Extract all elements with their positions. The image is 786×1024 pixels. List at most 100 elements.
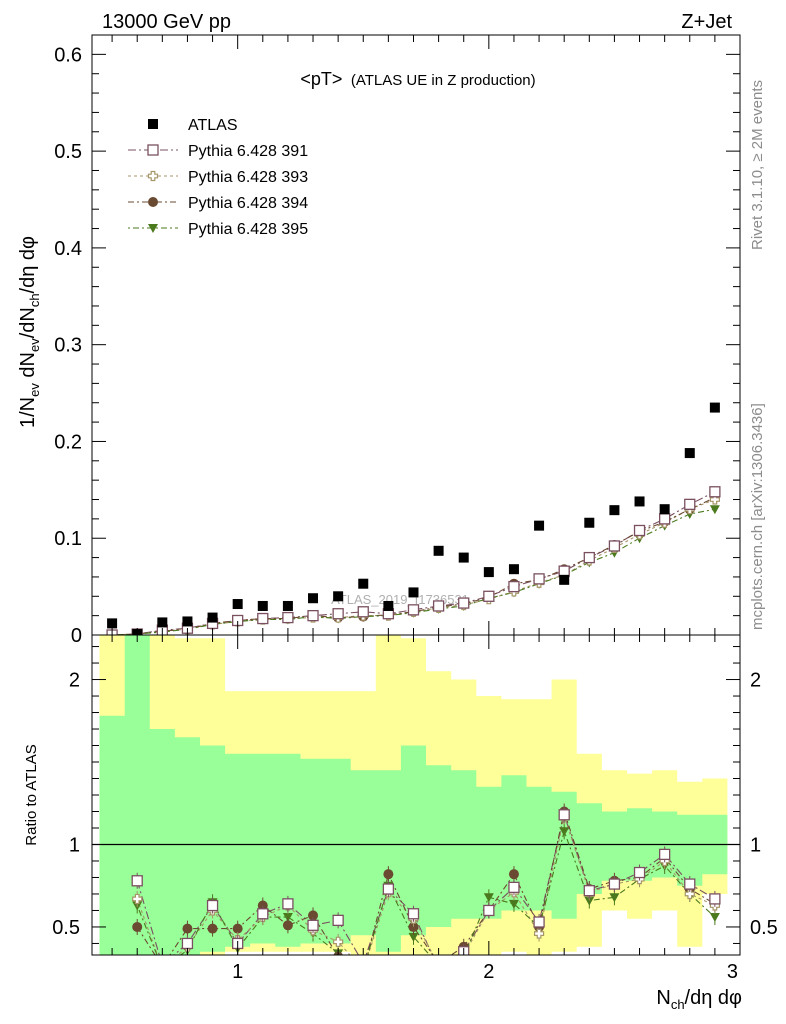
rivet-version-label: Rivet 3.1.10, ≥ 2M events [749,80,766,250]
legend-label: Pythia 6.428 391 [188,143,308,160]
ratio-point [508,869,519,880]
data-point [257,600,268,611]
data-point [483,567,494,578]
ratio-point [358,958,368,968]
ratio-point [434,960,443,969]
x-tick-label: 1 [232,961,243,983]
mc-point [583,551,595,564]
data-point [534,520,545,531]
legend-marker [147,144,159,156]
main-title-secondary: (ATLAS UE in Z production) [351,72,536,89]
ratio-point [131,875,143,887]
data-point [634,496,645,507]
mc-point [533,573,545,585]
mcplots-label: mcplots.cern.ch [arXiv:1306.3436] [749,403,766,630]
ratio-y-tick-label: 0.5 [52,917,80,939]
data-point [182,616,193,627]
ratio-y-tick-label-right: 1 [750,834,761,856]
ratio-point [483,893,494,903]
x-tick-label: 2 [483,961,494,983]
ratio-point [483,904,495,917]
header-collision-label: 13000 GeV pp [102,11,231,33]
x-axis-label: Nch/dη dφ [656,987,742,1012]
legend-entry: Pythia 6.428 395 [128,221,308,238]
ratio-point [332,914,344,927]
main-title-primary: <pT> [300,69,342,89]
legend-label: Pythia 6.428 395 [188,221,308,238]
ratio-y-tick-label: 2 [69,670,80,692]
ratio-point [434,961,444,970]
ratio-point [559,827,570,837]
ratio-y-axis-label: Ratio to ATLAS [23,744,40,845]
ratio-panel: 0.5 0.5 1 1 2 2 1 2 3 Ratio to ATLAS Nch/dη dφ [23,634,778,1012]
mc-point [558,565,570,577]
ratio-point [232,923,243,934]
ratio-point [257,900,268,911]
ratio-point [608,878,621,890]
ratio-point [308,910,319,921]
data-point [584,517,595,528]
ratio-y-tick-label-right: 0.5 [750,917,778,939]
legend-entry: Pythia 6.428 391 [128,143,308,160]
data-point [609,505,620,516]
header-process-label: Z+Jet [681,11,732,33]
uncertainty-band-inner [99,635,728,955]
legend-label: Pythia 6.428 393 [188,169,308,186]
ratio-y-tick-label-right: 2 [750,670,761,692]
mc-point [709,486,721,498]
y-tick-label: 0.4 [54,238,82,260]
data-point [157,617,168,628]
legend-entry: Pythia 6.428 394 [128,195,308,212]
legend-marker [148,224,158,233]
data-point [232,599,243,610]
ratio-point [408,921,419,932]
mc-point [608,540,621,552]
ratio-point [282,920,293,931]
ratio-point [508,899,519,909]
legend-marker [147,170,159,182]
legend-entry: Pythia 6.428 393 [128,169,308,186]
ratio-series-line [136,809,716,955]
ratio-point [157,962,167,972]
ratio-point [533,928,545,939]
legend-entry: ATLAS [148,117,238,134]
data-point [358,578,369,589]
ratio-point [307,919,319,931]
ratio-point [533,916,545,928]
ratio-point [558,809,570,821]
ratio-point [709,913,720,923]
ratio-point [207,923,218,934]
mc-point [282,611,294,624]
data-point [383,600,394,611]
ratio-point [382,883,395,895]
ratio-point [407,908,420,920]
y-tick-label: 0.1 [54,528,82,550]
ratio-point [684,878,696,890]
data-point [308,593,319,604]
data-point [559,574,570,585]
ratio-point [583,885,595,897]
mc-point [407,604,420,616]
data-point [508,564,519,575]
ratio-point [181,937,194,950]
ratio-point [132,893,143,905]
legend-marker [148,197,158,207]
mc-point [257,612,269,625]
ratio-point [358,966,368,975]
main-y-axis-label: 1/Nev dNev/dNch/dη dφ [17,236,42,428]
y-tick-label: 0.6 [54,44,82,66]
ratio-point [609,893,620,903]
ratio-point [684,888,695,900]
ratio-point [206,899,219,912]
data-point [207,612,218,623]
mc-point [307,609,319,622]
main-title: <pT> (ATLAS UE in Z production) [300,69,535,89]
ratio-y-tick-label: 1 [69,834,80,856]
data-point [458,552,469,563]
data-point [282,600,293,611]
ratio-point [383,869,394,880]
ratio-point [182,923,193,934]
ratio-point [257,908,269,920]
mc-point [633,524,646,537]
ratio-point [408,932,419,942]
